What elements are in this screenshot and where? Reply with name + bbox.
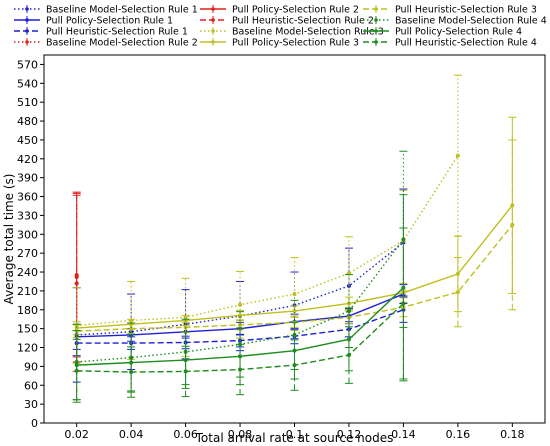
data-point [292, 292, 297, 297]
data-point [292, 363, 297, 368]
y-tick-label: 180 [17, 304, 38, 317]
legend-label: Pull Policy-Selection Rule 3 [232, 38, 359, 49]
y-tick-label: 540 [17, 77, 38, 90]
x-tick-label: 0.08 [228, 428, 253, 441]
legend-label: Pull Policy-Selection Rule 2 [232, 5, 359, 16]
x-tick-label: 0.12 [337, 428, 362, 441]
legend-item: Pull Policy-Selection Rule 4 [363, 27, 522, 38]
legend-item: Baseline Model-Selection Rule 1 [14, 5, 198, 16]
data-point [238, 313, 243, 318]
x-tick-label: 0.14 [391, 428, 416, 441]
legend-swatch-marker [211, 29, 215, 33]
x-axis-label: Total arrival rate at source nodes [195, 431, 394, 445]
legend-label: Pull Heuristic-Selection Rule 1 [46, 27, 188, 38]
legend-label: Pull Policy-Selection Rule 4 [395, 27, 522, 38]
data-point [74, 368, 79, 373]
legend-item: Pull Heuristic-Selection Rule 3 [363, 5, 537, 16]
y-tick-label: 330 [17, 209, 38, 222]
y-tick-label: 420 [17, 153, 38, 166]
y-tick-label: 60 [24, 379, 38, 392]
y-tick-label: 270 [17, 247, 38, 260]
legend-swatch-marker [25, 18, 29, 22]
x-axis: 0.02 0.04 0.06 0.08 0.1 0.12 0.14 0.16 0.18 [64, 423, 525, 441]
y-tick-label: 480 [17, 115, 38, 128]
legend-label: Baseline Model-Selection Rule 1 [46, 5, 198, 16]
y-tick-label: 510 [17, 96, 38, 109]
legend-item: Pull Heuristic-Selection Rule 2 [200, 16, 374, 27]
x-tick-label: 0.06 [173, 428, 198, 441]
legend-label: Baseline Model-Selection Rule 2 [46, 38, 198, 49]
legend-swatch-marker [25, 40, 29, 44]
legend-label: Baseline Model-Selection Rule 4 [395, 16, 547, 27]
legend-label: Pull Policy-Selection Rule 1 [46, 16, 173, 27]
series-8 [72, 116, 517, 335]
y-tick-label: 120 [17, 342, 38, 355]
legend-item: Pull Heuristic-Selection Rule 1 [14, 27, 188, 38]
legend-item: Baseline Model-Selection Rule 3 [200, 27, 384, 38]
series-12 [72, 227, 408, 403]
legend-label: Baseline Model-Selection Rule 3 [232, 27, 384, 38]
data-point [346, 353, 351, 358]
legend-swatch-marker [374, 40, 378, 44]
y-tick-label: 30 [24, 398, 38, 411]
x-tick-label: 0.1 [286, 428, 304, 441]
y-axis-label: Average total time (s) [2, 174, 16, 305]
legend-label: Pull Heuristic-Selection Rule 3 [395, 5, 537, 16]
legend-label: Pull Heuristic-Selection Rule 2 [232, 16, 374, 27]
y-tick-label: 150 [17, 323, 38, 336]
data-point [129, 370, 134, 375]
legend-swatch-marker [25, 7, 29, 11]
legend-swatch-marker [25, 29, 29, 33]
legend-item: Pull Heuristic-Selection Rule 4 [363, 38, 537, 49]
y-tick-label: 360 [17, 191, 38, 204]
legend-swatch-marker [374, 7, 378, 11]
legend-swatch-marker [211, 18, 215, 22]
legend-item: Baseline Model-Selection Rule 4 [363, 16, 547, 27]
data-point [455, 290, 460, 295]
legend-item: Baseline Model-Selection Rule 2 [14, 38, 198, 49]
data-point [455, 271, 460, 276]
y-tick-label: 390 [17, 172, 38, 185]
legend-swatch-marker [211, 40, 215, 44]
data-point [292, 309, 297, 314]
series-line [76, 155, 459, 327]
x-tick-label: 0.04 [119, 428, 144, 441]
legend-item: Pull Policy-Selection Rule 2 [200, 5, 359, 16]
data-point [346, 337, 351, 342]
x-tick-label: 0.16 [446, 428, 471, 441]
data-point [129, 326, 134, 331]
plot-area [72, 74, 517, 403]
legend-item: Pull Policy-Selection Rule 1 [14, 16, 173, 27]
data-point [238, 302, 243, 307]
legend-label: Pull Heuristic-Selection Rule 4 [395, 38, 537, 49]
y-tick-label: 300 [17, 228, 38, 241]
data-point [401, 301, 406, 306]
y-tick-label: 570 [17, 58, 38, 71]
y-tick-label: 240 [17, 266, 38, 279]
y-tick-label: 210 [17, 285, 38, 298]
x-tick-label: 0.02 [64, 428, 89, 441]
y-tick-label: 0 [31, 417, 38, 430]
y-axis: 0 30 60 90 120 150 180 210 240 270 300 330 360 390 420… [17, 58, 44, 430]
data-point [238, 367, 243, 372]
data-point [74, 281, 79, 286]
data-point [183, 369, 188, 374]
legend-swatch-marker [374, 18, 378, 22]
y-tick-label: 450 [17, 134, 38, 147]
data-point [510, 222, 515, 227]
data-point [74, 273, 79, 278]
data-point [129, 360, 134, 365]
y-tick-label: 90 [24, 360, 38, 373]
x-tick-label: 0.18 [500, 428, 525, 441]
legend-item: Pull Policy-Selection Rule 3 [200, 38, 359, 49]
data-point [346, 283, 351, 288]
legend-swatch-marker [374, 29, 378, 33]
data-point [455, 153, 460, 158]
legend-swatch-marker [211, 7, 215, 11]
